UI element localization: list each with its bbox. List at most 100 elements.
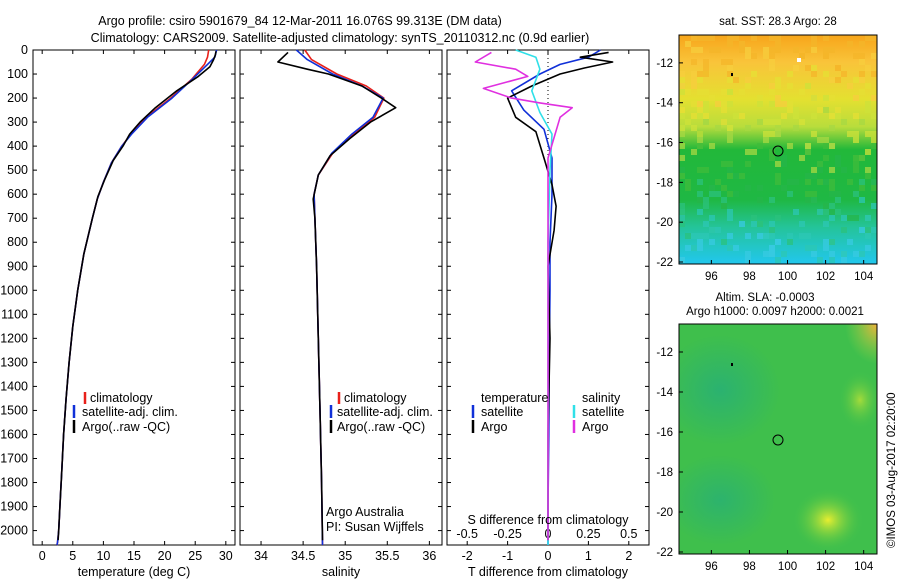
sst-pixel <box>775 215 781 221</box>
sst-pixel <box>769 89 775 95</box>
sst-pixel <box>793 65 799 71</box>
sst-pixel <box>823 35 829 41</box>
sst-pixel <box>835 155 841 161</box>
sst-pixel <box>769 35 775 41</box>
sst-pixel <box>727 35 733 41</box>
y-tick-label: 700 <box>7 211 28 225</box>
sst-pixel <box>703 203 709 209</box>
sst-pixel <box>757 143 763 149</box>
sst-pixel <box>811 65 817 71</box>
sst-pixel <box>805 143 811 149</box>
sst-pixel <box>859 71 865 77</box>
sst-pixel <box>691 101 697 107</box>
sst-pixel <box>709 47 715 53</box>
sst-pixel <box>823 95 829 101</box>
sst-pixel <box>865 233 871 239</box>
sst-pixel <box>781 161 787 167</box>
sst-pixel <box>811 71 817 77</box>
salinity-panel: 34 34.5 35 35.5 36 salinity climatology sate… <box>239 49 443 579</box>
x-tick-label: -1 <box>502 549 513 563</box>
sst-pixel <box>775 119 781 125</box>
sst-pixel <box>871 71 877 77</box>
sst-pixel <box>703 71 709 77</box>
legend-satellite-label: satellite-adj. clim. <box>337 405 433 419</box>
sst-pixel <box>829 125 835 131</box>
y-tick-label: 2000 <box>0 524 28 538</box>
sst-pixel <box>853 167 859 173</box>
sst-pixel <box>685 233 691 239</box>
sst-pixel <box>679 89 685 95</box>
map-x-tick-label: 96 <box>705 561 718 573</box>
sst-pixel <box>853 113 859 119</box>
salinity-xlabel: salinity <box>322 565 361 579</box>
sst-pixel <box>709 215 715 221</box>
sst-pixel <box>811 197 817 203</box>
s-tick-label: 0.5 <box>620 527 637 541</box>
sst-pixel <box>679 215 685 221</box>
sst-pixel <box>763 131 769 137</box>
sst-pixel <box>781 101 787 107</box>
sst-pixel <box>721 59 727 65</box>
sst-pixel <box>865 167 871 173</box>
sst-pixel <box>727 167 733 173</box>
sst-pixel <box>847 179 853 185</box>
sst-pixel <box>697 47 703 53</box>
sst-pixel <box>829 113 835 119</box>
sst-pixel <box>757 197 763 203</box>
sst-pixel <box>697 137 703 143</box>
sst-pixel <box>703 233 709 239</box>
y-tick-label: 1200 <box>0 331 28 345</box>
sst-pixel <box>727 59 733 65</box>
sst-pixel <box>739 89 745 95</box>
y-tick-label: 0 <box>21 43 28 57</box>
sst-pixel <box>697 35 703 41</box>
sst-pixel <box>811 245 817 251</box>
sst-pixel <box>787 233 793 239</box>
sst-pixel <box>721 119 727 125</box>
sst-pixel <box>835 191 841 197</box>
map-y-tick-label: -14 <box>656 98 673 110</box>
sst-pixel <box>745 77 751 83</box>
sst-pixel <box>721 107 727 113</box>
sst-pixel <box>739 173 745 179</box>
s-tick-label: 0.25 <box>576 527 600 541</box>
sst-pixel <box>751 221 757 227</box>
map-x-tick-label: 104 <box>854 561 874 573</box>
sst-pixel <box>691 71 697 77</box>
sst-pixel <box>781 113 787 119</box>
sst-pixel <box>805 191 811 197</box>
temperature-panel: 0 5 10 15 20 25 300100200300400500600700800900… <box>0 43 236 579</box>
legend-argo-label: Argo(..raw -QC) <box>82 420 170 434</box>
sla-cool-patch <box>679 335 780 445</box>
sst-pixel <box>703 59 709 65</box>
sst-pixel <box>823 221 829 227</box>
sst-pixel <box>805 83 811 89</box>
sst-pixel <box>775 35 781 41</box>
sst-pixel <box>799 53 805 59</box>
sst-pixel <box>697 89 703 95</box>
x-tick-label: 5 <box>69 549 76 563</box>
sst-pixel <box>859 227 865 233</box>
sst-land-marker <box>731 73 733 76</box>
sst-pixel <box>805 245 811 251</box>
sst-pixel <box>793 107 799 113</box>
sst-pixel <box>799 155 805 161</box>
sst-pixel <box>697 239 703 245</box>
sst-pixel <box>703 65 709 71</box>
sst-pixel <box>733 191 739 197</box>
sst-pixel <box>823 155 829 161</box>
sst-pixel <box>727 41 733 47</box>
y-tick-label: 200 <box>7 91 28 105</box>
sst-missing-pixel <box>797 58 801 62</box>
y-tick-label: 1500 <box>0 403 28 417</box>
sst-pixel <box>859 59 865 65</box>
sst-pixel <box>853 53 859 59</box>
sst-pixel <box>787 107 793 113</box>
series-line-s-satellite <box>515 49 553 545</box>
y-tick-label: 1000 <box>0 283 28 297</box>
sst-pixel <box>787 71 793 77</box>
sst-pixel <box>769 65 775 71</box>
y-tick-label: 900 <box>7 259 28 273</box>
sst-pixel <box>835 113 841 119</box>
sst-pixel <box>775 257 781 263</box>
